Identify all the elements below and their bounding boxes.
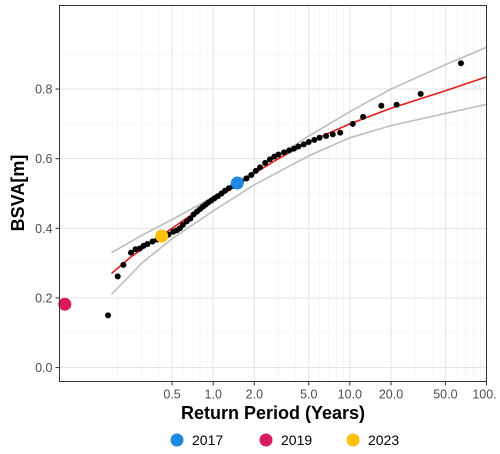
y-tick-label: 0.6 bbox=[35, 152, 52, 166]
observation-point bbox=[252, 167, 259, 174]
observation-point bbox=[329, 131, 336, 138]
observation-point bbox=[243, 175, 250, 182]
x-axis-ticks: 0.5 1.0 2.0 5.0 10.0 20.0 50.0 100. bbox=[163, 381, 497, 402]
observation-point bbox=[266, 156, 273, 163]
observation-point bbox=[187, 215, 194, 222]
y-tick-label: 0.4 bbox=[35, 222, 52, 236]
observation-point bbox=[305, 138, 312, 145]
legend-marker-2019 bbox=[259, 433, 273, 447]
x-tick-label: 10.0 bbox=[338, 388, 362, 402]
highlight-point-2023 bbox=[155, 229, 169, 243]
observation-point bbox=[300, 141, 307, 148]
y-tick-label: 0.2 bbox=[35, 291, 52, 305]
observation-point bbox=[349, 120, 356, 127]
y-axis-title: BSVA[m] bbox=[8, 155, 28, 232]
lower-confidence-line bbox=[110, 103, 487, 296]
panel-border bbox=[59, 5, 487, 382]
observation-point bbox=[144, 240, 151, 247]
observation-point bbox=[323, 133, 330, 140]
x-tick-label: 5.0 bbox=[300, 388, 317, 402]
observation-point bbox=[393, 101, 400, 108]
legend-marker-2017 bbox=[170, 433, 184, 447]
legend-label-2017: 2017 bbox=[192, 432, 223, 448]
observation-point bbox=[457, 60, 464, 67]
x-tick-label: 1.0 bbox=[205, 388, 222, 402]
observation-point bbox=[105, 312, 112, 319]
x-tick-label: 100. bbox=[472, 388, 496, 402]
observation-point bbox=[275, 151, 282, 158]
observation-point bbox=[262, 159, 269, 166]
observation-point bbox=[149, 238, 156, 245]
observation-point bbox=[120, 261, 127, 268]
observation-point bbox=[248, 172, 255, 179]
observation-point bbox=[311, 136, 318, 143]
observation-point bbox=[360, 113, 367, 120]
legend: 2017 2019 2023 bbox=[170, 432, 399, 448]
highlight-point-2017 bbox=[230, 176, 244, 190]
minor-gridlines bbox=[59, 5, 487, 382]
legend-label-2019: 2019 bbox=[281, 432, 312, 448]
observation-point bbox=[378, 102, 385, 109]
observation-point bbox=[257, 164, 264, 171]
observation-point bbox=[281, 149, 288, 156]
x-axis-title: Return Period (Years) bbox=[181, 403, 365, 423]
observation-point bbox=[225, 185, 232, 192]
x-tick-label: 2.0 bbox=[246, 388, 263, 402]
observation-point bbox=[114, 273, 121, 280]
highlighted-year-points bbox=[58, 176, 244, 311]
x-tick-label: 0.5 bbox=[163, 388, 180, 402]
highlight-point-2019 bbox=[58, 297, 72, 311]
x-tick-label: 50.0 bbox=[433, 388, 457, 402]
x-tick-label: 20.0 bbox=[379, 388, 403, 402]
y-axis-ticks: 0.0 0.2 0.4 0.6 0.8 bbox=[35, 83, 60, 375]
legend-label-2023: 2023 bbox=[368, 432, 399, 448]
legend-marker-2023 bbox=[346, 433, 360, 447]
observation-point bbox=[337, 129, 344, 136]
observation-point bbox=[316, 134, 323, 141]
observation-point bbox=[179, 221, 186, 228]
observation-point bbox=[295, 143, 302, 150]
observation-point bbox=[417, 90, 424, 97]
y-tick-label: 0.0 bbox=[35, 361, 52, 375]
observation-point bbox=[127, 249, 134, 256]
observation-point bbox=[286, 147, 293, 154]
y-tick-label: 0.8 bbox=[35, 83, 52, 97]
